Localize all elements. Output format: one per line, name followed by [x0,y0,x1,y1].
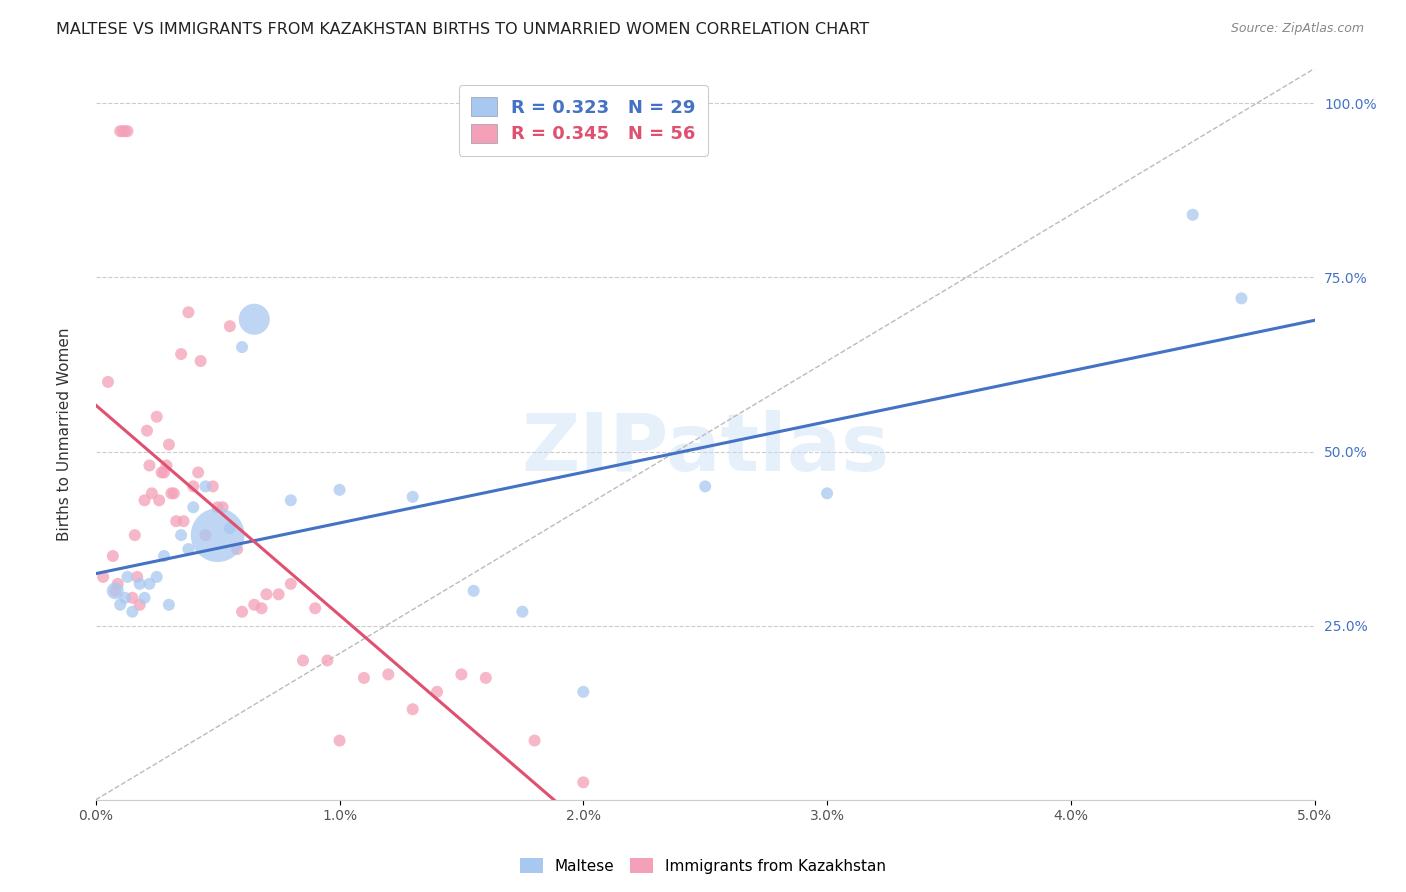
Text: Source: ZipAtlas.com: Source: ZipAtlas.com [1230,22,1364,36]
Point [207,500,229,515]
Point [104,583,127,598]
Point [104,583,127,598]
Point [512,605,534,619]
Point [207,528,229,542]
Legend: R = 0.323   N = 29, R = 0.345   N = 56: R = 0.323 N = 29, R = 0.345 N = 56 [458,85,709,156]
Point [170,528,193,542]
Point [211,500,233,515]
Point [117,124,139,138]
Point [353,671,375,685]
Point [141,486,163,500]
Point [173,514,195,528]
Point [157,437,180,451]
Point [181,479,204,493]
Point [177,542,200,557]
Point [402,702,425,716]
Point [170,347,193,361]
Point [127,570,149,584]
Point [128,577,150,591]
Text: ZIPatlas: ZIPatlas [522,409,890,488]
Point [695,479,717,493]
Point [267,587,290,601]
Point [316,653,339,667]
Point [450,667,472,681]
Point [463,583,485,598]
Point [329,483,352,497]
Point [153,466,176,480]
Point [402,490,425,504]
Point [1230,291,1253,305]
Point [138,458,160,473]
Point [136,424,159,438]
Point [329,733,352,747]
Point [218,319,240,334]
Point [107,577,129,591]
Point [194,528,217,542]
Point [165,514,187,528]
Point [138,577,160,591]
Point [101,549,124,563]
Point [177,305,200,319]
Point [97,375,120,389]
Point [150,466,173,480]
Point [124,528,146,542]
Point [226,542,249,557]
Point [160,486,183,500]
Point [280,493,302,508]
Point [108,598,131,612]
Point [291,653,314,667]
Point [243,598,266,612]
Point [117,570,139,584]
Point [190,354,212,368]
Point [181,500,204,515]
Point [108,124,131,138]
Point [91,570,114,584]
Point [128,598,150,612]
Point [111,124,134,138]
Point [572,775,595,789]
Point [163,486,186,500]
Point [145,570,167,584]
Point [145,409,167,424]
Point [148,493,170,508]
Point [426,685,449,699]
Point [231,605,253,619]
Point [572,685,595,699]
Point [304,601,326,615]
Text: MALTESE VS IMMIGRANTS FROM KAZAKHSTAN BIRTHS TO UNMARRIED WOMEN CORRELATION CHAR: MALTESE VS IMMIGRANTS FROM KAZAKHSTAN BI… [56,22,869,37]
Point [243,312,266,326]
Point [218,521,240,535]
Point [254,587,277,601]
Point [134,591,156,605]
Point [134,493,156,508]
Point [187,466,209,480]
Point [280,577,302,591]
Point [153,549,176,563]
Point [1181,208,1204,222]
Point [157,598,180,612]
Point [250,601,273,615]
Legend: Maltese, Immigrants from Kazakhstan: Maltese, Immigrants from Kazakhstan [513,852,893,880]
Point [475,671,498,685]
Point [114,124,136,138]
Point [114,591,136,605]
Point [523,733,546,747]
Point [121,605,143,619]
Point [377,667,399,681]
Point [155,458,177,473]
Point [121,591,143,605]
Point [201,479,224,493]
Point [194,479,217,493]
Point [231,340,253,354]
Point [815,486,838,500]
Y-axis label: Births to Unmarried Women: Births to Unmarried Women [58,327,72,541]
